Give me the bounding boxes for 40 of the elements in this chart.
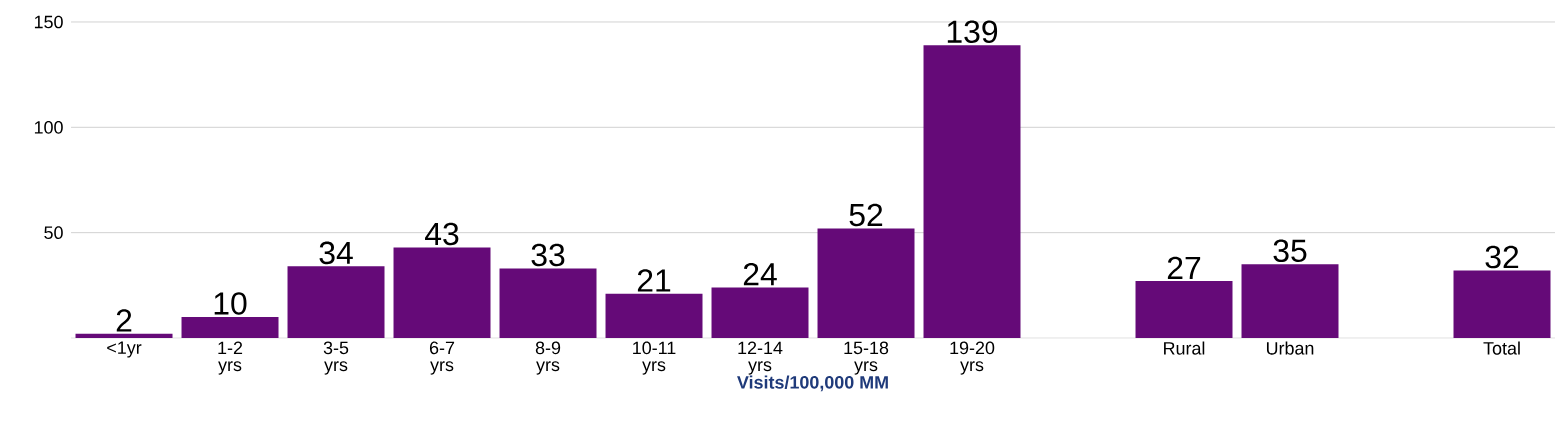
x-tick-label: <1yr: [107, 341, 142, 358]
data-label: 27: [1167, 256, 1201, 279]
x-tick-label: Urban: [1266, 341, 1314, 355]
bar: [181, 316, 279, 338]
y-tick-label: 100: [34, 120, 63, 134]
bar: [817, 228, 915, 338]
y-tick-label: 50: [44, 226, 63, 239]
data-label: 10: [214, 292, 247, 315]
bar: [393, 247, 491, 338]
y-tick-label: 150: [34, 15, 63, 29]
data-label: 43: [425, 222, 459, 246]
x-tick-label: 12-14 yrs: [738, 341, 783, 375]
data-label: 24: [743, 262, 777, 286]
x-tick-label: 1-2 yrs: [218, 341, 243, 375]
x-axis-title: Visits/100,000 MM: [737, 375, 888, 392]
bar: [711, 287, 809, 338]
x-tick-label: Rural: [1164, 341, 1205, 355]
data-label: 35: [1273, 239, 1307, 263]
bar: [287, 266, 385, 338]
bar: [1135, 281, 1233, 338]
x-tick-label: 6-7 yrs: [429, 341, 455, 375]
data-label: 2: [116, 309, 132, 332]
x-tick-label: 8-9 yrs: [535, 341, 561, 375]
x-tick-label: Total: [1483, 341, 1520, 355]
bar: [499, 268, 597, 338]
bar: [1453, 270, 1551, 338]
bar: [1241, 264, 1339, 338]
x-tick-label: 15-18 yrs: [844, 341, 889, 375]
data-label: 139: [947, 20, 998, 43]
bar: [75, 333, 173, 338]
x-tick-label: 3-5 yrs: [323, 341, 349, 375]
x-tick-label: 10-11 yrs: [633, 341, 676, 375]
data-label: 34: [319, 241, 353, 265]
data-label: 52: [849, 203, 883, 227]
data-label: 32: [1485, 245, 1519, 269]
data-label: 21: [637, 269, 671, 292]
bar: [923, 45, 1021, 338]
x-tick-label: 19-20 yrs: [950, 341, 995, 375]
bar: [605, 293, 703, 338]
data-label: 33: [531, 243, 565, 267]
